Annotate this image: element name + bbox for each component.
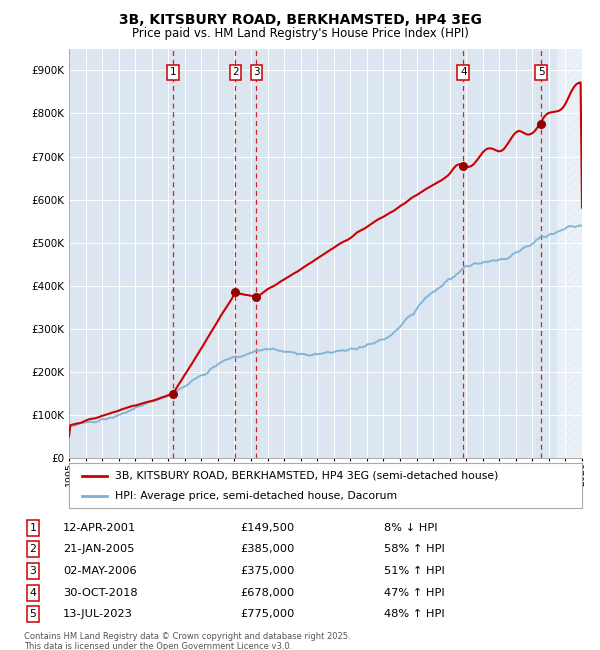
Text: 1: 1 <box>170 68 176 77</box>
Text: 13-JUL-2023: 13-JUL-2023 <box>63 610 133 619</box>
Text: 5: 5 <box>538 68 545 77</box>
Bar <box>557 49 582 458</box>
Text: 3B, KITSBURY ROAD, BERKHAMSTED, HP4 3EG (semi-detached house): 3B, KITSBURY ROAD, BERKHAMSTED, HP4 3EG … <box>115 471 499 480</box>
Text: 30-OCT-2018: 30-OCT-2018 <box>63 588 137 598</box>
Text: 2: 2 <box>232 68 239 77</box>
Text: £149,500: £149,500 <box>240 523 294 532</box>
Text: HPI: Average price, semi-detached house, Dacorum: HPI: Average price, semi-detached house,… <box>115 491 397 501</box>
Text: £375,000: £375,000 <box>240 566 295 576</box>
Text: 47% ↑ HPI: 47% ↑ HPI <box>384 588 445 598</box>
Text: 2: 2 <box>29 544 37 554</box>
Text: 3: 3 <box>29 566 37 576</box>
Text: 02-MAY-2006: 02-MAY-2006 <box>63 566 137 576</box>
Text: 3: 3 <box>253 68 260 77</box>
Text: 51% ↑ HPI: 51% ↑ HPI <box>384 566 445 576</box>
Text: 12-APR-2001: 12-APR-2001 <box>63 523 136 532</box>
Text: This data is licensed under the Open Government Licence v3.0.: This data is licensed under the Open Gov… <box>24 642 292 650</box>
Text: 5: 5 <box>29 610 37 619</box>
Text: 21-JAN-2005: 21-JAN-2005 <box>63 544 134 554</box>
Text: £385,000: £385,000 <box>240 544 295 554</box>
Text: Price paid vs. HM Land Registry's House Price Index (HPI): Price paid vs. HM Land Registry's House … <box>131 27 469 40</box>
Text: Contains HM Land Registry data © Crown copyright and database right 2025.: Contains HM Land Registry data © Crown c… <box>24 632 350 642</box>
Text: 8% ↓ HPI: 8% ↓ HPI <box>384 523 437 532</box>
Text: 1: 1 <box>29 523 37 532</box>
Text: 3B, KITSBURY ROAD, BERKHAMSTED, HP4 3EG: 3B, KITSBURY ROAD, BERKHAMSTED, HP4 3EG <box>119 13 481 27</box>
Text: 4: 4 <box>460 68 467 77</box>
Text: 4: 4 <box>29 588 37 598</box>
Text: 48% ↑ HPI: 48% ↑ HPI <box>384 610 445 619</box>
Text: 58% ↑ HPI: 58% ↑ HPI <box>384 544 445 554</box>
Text: £775,000: £775,000 <box>240 610 295 619</box>
Text: £678,000: £678,000 <box>240 588 294 598</box>
